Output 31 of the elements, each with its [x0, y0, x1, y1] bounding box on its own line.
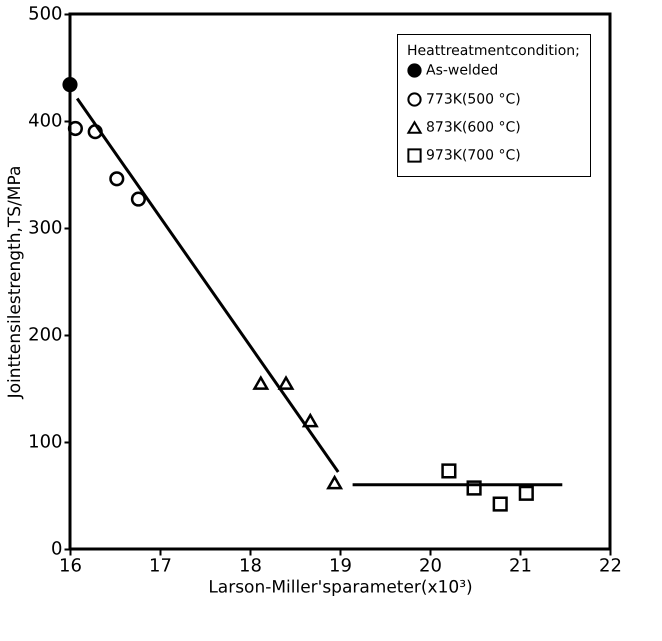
- legend-label: 973K(700 °C): [426, 148, 521, 164]
- x-tick-label: 20: [419, 556, 442, 576]
- point: [109, 171, 124, 186]
- x-tick-label: 21: [509, 556, 532, 576]
- point: [327, 476, 342, 490]
- x-tick-label: 19: [329, 556, 352, 576]
- x-tick-label: 22: [599, 556, 622, 576]
- x-axis-title: Larson-Miller'sparameter(x10³): [208, 578, 473, 598]
- y-tick-label: 400: [28, 110, 62, 132]
- legend-title: Heattreatmentcondition;: [407, 43, 580, 59]
- point: [278, 376, 294, 390]
- point: [253, 376, 268, 390]
- point: [466, 480, 482, 496]
- point: [441, 463, 456, 478]
- point: [492, 496, 508, 512]
- point: [68, 120, 83, 136]
- y-tick-label: 200: [28, 324, 62, 346]
- y-axis-title: Jointtensilestrength,TS/MPa: [5, 166, 26, 400]
- y-tick-label: 500: [28, 4, 62, 24]
- point: [518, 486, 534, 501]
- point: [88, 124, 103, 140]
- y-tick-label: 100: [28, 432, 62, 452]
- x-tick-label: 18: [239, 556, 262, 576]
- point: [302, 414, 318, 428]
- legend-label: As-welded: [426, 62, 498, 78]
- x-tick-label: 17: [149, 556, 172, 576]
- point: [130, 192, 146, 207]
- legend-label: 773K(500 °C): [426, 92, 521, 108]
- y-tick-label: 300: [28, 218, 62, 238]
- point: [62, 77, 78, 92]
- legend-label: 873K(600 °C): [426, 120, 521, 136]
